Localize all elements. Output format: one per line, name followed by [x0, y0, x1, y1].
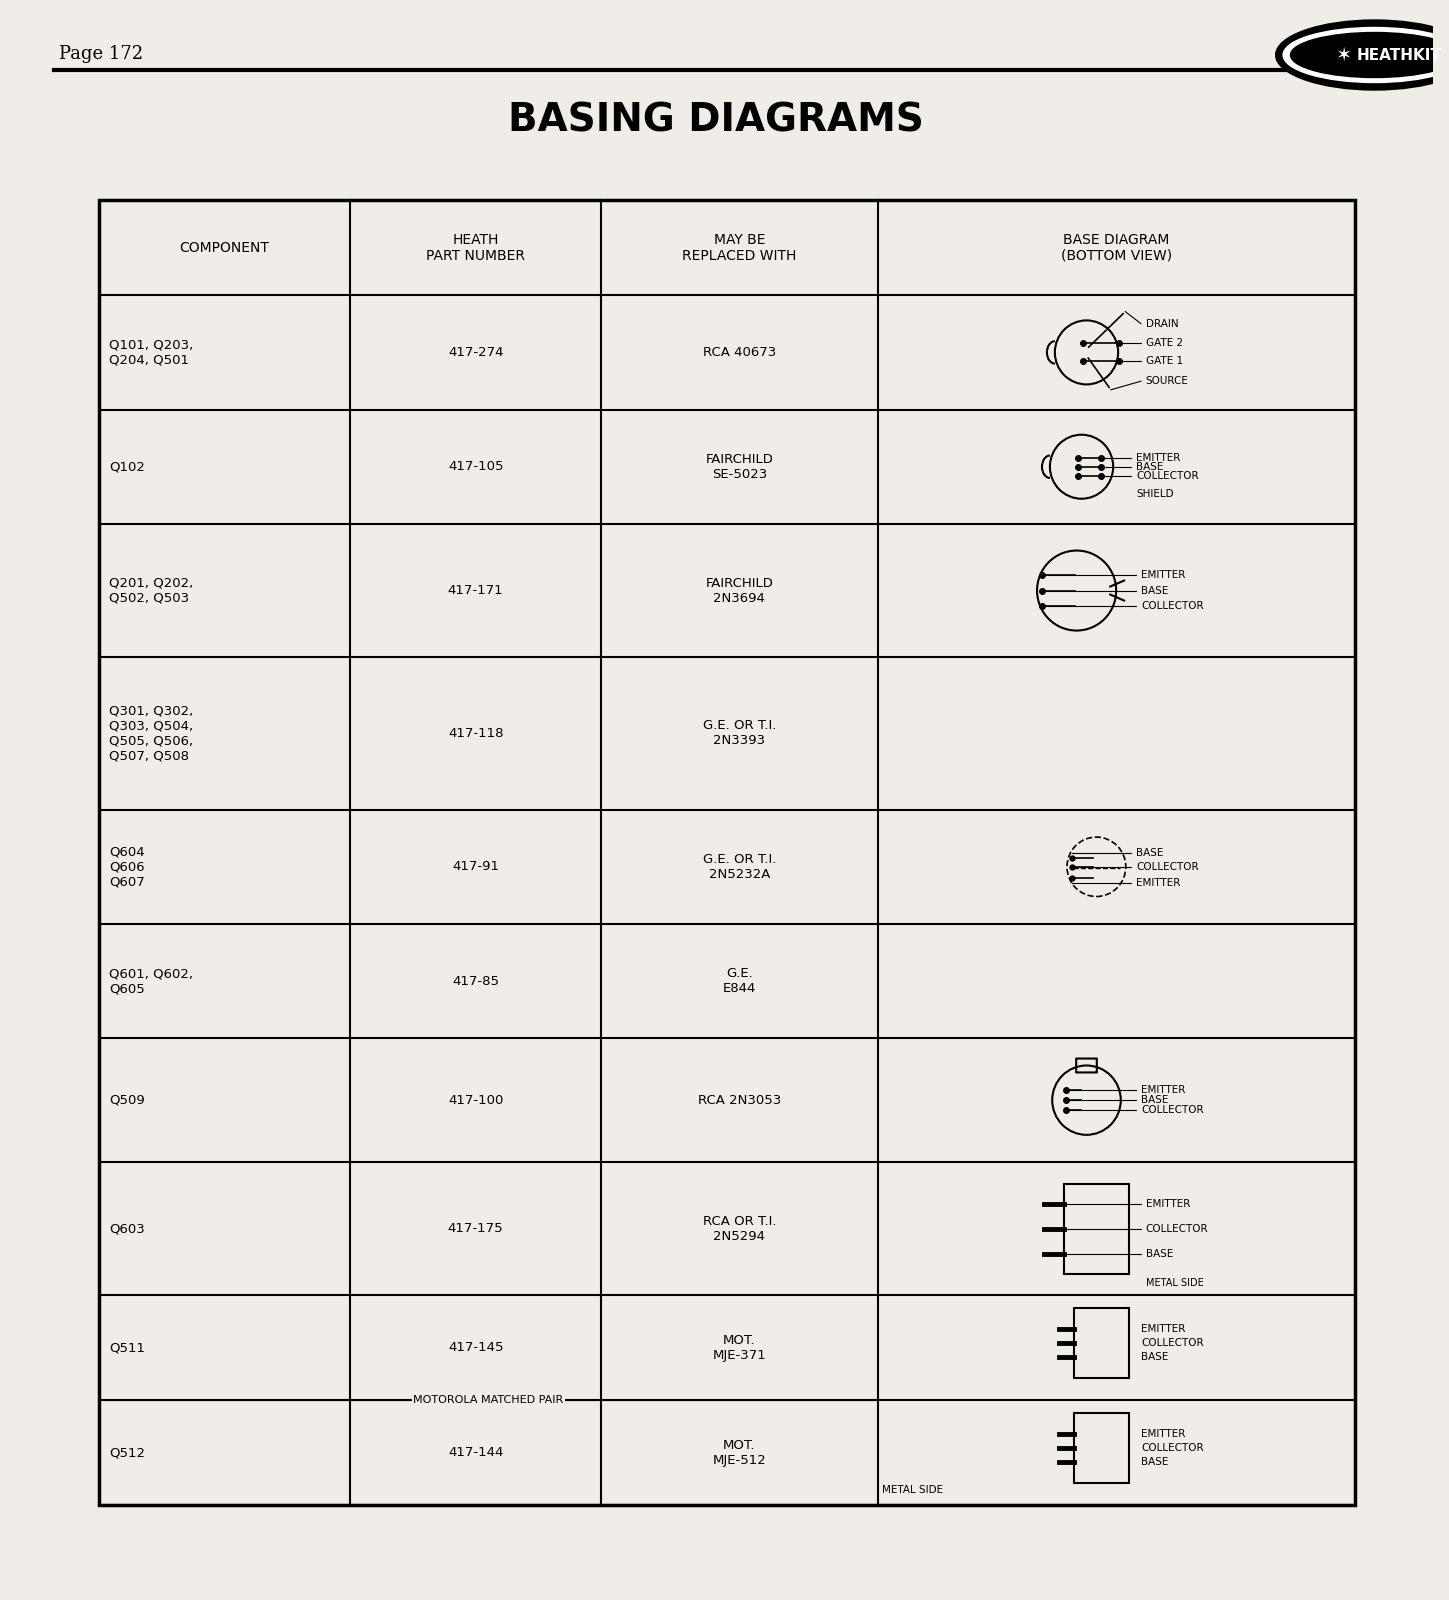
Text: 417-274: 417-274 — [448, 346, 503, 358]
Text: G.E. OR T.I.
2N3393: G.E. OR T.I. 2N3393 — [703, 720, 777, 747]
Text: BASE: BASE — [1140, 1456, 1168, 1467]
Text: EMITTER: EMITTER — [1140, 1085, 1185, 1096]
Text: Q509: Q509 — [109, 1094, 145, 1107]
Text: BASE DIAGRAM
(BOTTOM VIEW): BASE DIAGRAM (BOTTOM VIEW) — [1061, 232, 1172, 262]
Text: Q601, Q602,
Q605: Q601, Q602, Q605 — [109, 966, 193, 995]
Text: BASE: BASE — [1136, 462, 1164, 472]
Text: Q512: Q512 — [109, 1446, 145, 1459]
Text: RCA OR T.I.
2N5294: RCA OR T.I. 2N5294 — [703, 1214, 777, 1243]
Text: EMITTER: EMITTER — [1136, 453, 1181, 462]
Text: Q301, Q302,
Q303, Q504,
Q505, Q506,
Q507, Q508: Q301, Q302, Q303, Q504, Q505, Q506, Q507… — [109, 704, 193, 763]
Text: HEATH
PART NUMBER: HEATH PART NUMBER — [426, 232, 525, 262]
Text: RCA 2N3053: RCA 2N3053 — [698, 1094, 781, 1107]
Text: METAL SIDE: METAL SIDE — [1146, 1278, 1204, 1288]
Text: COLLECTOR: COLLECTOR — [1140, 600, 1204, 611]
Text: COLLECTOR: COLLECTOR — [1140, 1443, 1204, 1453]
Text: BASE: BASE — [1140, 1094, 1168, 1106]
Text: BASING DIAGRAMS: BASING DIAGRAMS — [509, 101, 924, 139]
Text: 417-175: 417-175 — [448, 1222, 503, 1235]
Text: METAL SIDE: METAL SIDE — [882, 1485, 943, 1494]
Text: Q511: Q511 — [109, 1341, 145, 1354]
Text: 417-85: 417-85 — [452, 974, 498, 987]
Text: FAIRCHILD
2N3694: FAIRCHILD 2N3694 — [706, 576, 774, 605]
Text: EMITTER: EMITTER — [1140, 570, 1185, 581]
Text: MOT.
MJE-371: MOT. MJE-371 — [713, 1334, 767, 1362]
Text: Q201, Q202,
Q502, Q503: Q201, Q202, Q502, Q503 — [109, 576, 193, 605]
Text: BASE: BASE — [1140, 586, 1168, 595]
Text: MOTOROLA MATCHED PAIR: MOTOROLA MATCHED PAIR — [413, 1395, 564, 1405]
Text: MOT.
MJE-512: MOT. MJE-512 — [713, 1438, 767, 1467]
Text: COLLECTOR: COLLECTOR — [1140, 1106, 1204, 1115]
Text: DRAIN: DRAIN — [1146, 318, 1178, 328]
Text: COLLECTOR: COLLECTOR — [1136, 862, 1198, 872]
Text: 417-171: 417-171 — [448, 584, 503, 597]
Text: 417-105: 417-105 — [448, 461, 503, 474]
Text: COMPONENT: COMPONENT — [180, 240, 270, 254]
Ellipse shape — [1284, 27, 1449, 83]
Text: BASE: BASE — [1140, 1352, 1168, 1362]
Text: MAY BE
REPLACED WITH: MAY BE REPLACED WITH — [682, 232, 797, 262]
Text: ✶: ✶ — [1335, 45, 1350, 64]
Bar — [99, 200, 1355, 1506]
Text: 417-144: 417-144 — [448, 1446, 503, 1459]
Text: Q603: Q603 — [109, 1222, 145, 1235]
Text: SOURCE: SOURCE — [1146, 376, 1188, 386]
Text: EMITTER: EMITTER — [1140, 1323, 1185, 1334]
Text: EMITTER: EMITTER — [1140, 1429, 1185, 1438]
Bar — [1074, 1307, 1129, 1378]
Text: Q102: Q102 — [109, 461, 145, 474]
Bar — [1074, 1413, 1129, 1483]
Text: COLLECTOR: COLLECTOR — [1146, 1224, 1208, 1234]
Text: Q101, Q203,
Q204, Q501: Q101, Q203, Q204, Q501 — [109, 339, 193, 366]
Text: EMITTER: EMITTER — [1146, 1198, 1190, 1208]
Text: Page 172: Page 172 — [59, 45, 143, 62]
Text: EMITTER: EMITTER — [1136, 878, 1181, 888]
Ellipse shape — [1291, 32, 1449, 77]
Text: BASE: BASE — [1146, 1250, 1174, 1259]
Text: BASE: BASE — [1136, 848, 1164, 858]
Text: COLLECTOR: COLLECTOR — [1136, 470, 1198, 480]
Text: Q604
Q606
Q607: Q604 Q606 Q607 — [109, 845, 145, 888]
Text: G.E. OR T.I.
2N5232A: G.E. OR T.I. 2N5232A — [703, 853, 777, 880]
Text: 417-91: 417-91 — [452, 861, 498, 874]
Text: G.E.
E844: G.E. E844 — [723, 966, 756, 995]
Text: GATE 2: GATE 2 — [1146, 339, 1182, 349]
Text: FAIRCHILD
SE-5023: FAIRCHILD SE-5023 — [706, 453, 774, 480]
Text: COLLECTOR: COLLECTOR — [1140, 1338, 1204, 1347]
Text: 417-100: 417-100 — [448, 1094, 503, 1107]
Text: 417-145: 417-145 — [448, 1341, 503, 1354]
Bar — [1064, 1184, 1129, 1274]
Text: HEATHKIT: HEATHKIT — [1356, 48, 1442, 62]
Text: RCA 40673: RCA 40673 — [703, 346, 777, 358]
Ellipse shape — [1275, 19, 1449, 90]
Text: GATE 1: GATE 1 — [1146, 357, 1182, 366]
Text: 417-118: 417-118 — [448, 726, 503, 739]
Text: SHIELD: SHIELD — [1136, 490, 1174, 499]
